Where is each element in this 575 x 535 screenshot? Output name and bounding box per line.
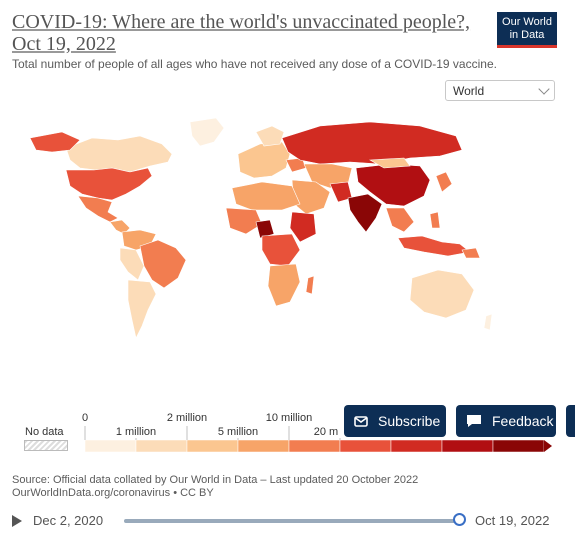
- region-madagascar[interactable]: [305, 275, 315, 295]
- chart-title[interactable]: COVID-19: Where are the world's unvaccin…: [12, 11, 471, 55]
- legend-tick-10m: 10 million: [265, 412, 313, 424]
- region-mexico[interactable]: [77, 195, 119, 223]
- region-scandinavia[interactable]: [255, 125, 285, 147]
- legend-bin-5[interactable]: [339, 439, 392, 453]
- timeline-handle[interactable]: [452, 513, 466, 526]
- region-russia[interactable]: [281, 121, 463, 165]
- legend-bin-3[interactable]: [237, 439, 290, 453]
- legend-tick-20m-upper: 20 m: [313, 426, 339, 438]
- no-data-swatch: [24, 440, 68, 451]
- source-note: Source: Official data collated by Our Wo…: [12, 474, 418, 500]
- region-central-america[interactable]: [109, 219, 131, 235]
- chart-subtitle: Total number of people of all ages who h…: [12, 57, 497, 71]
- source-line: Source: Official data collated by Our Wo…: [12, 474, 419, 486]
- subscribe-button[interactable]: Subscribe: [344, 405, 446, 437]
- legend-bin-6[interactable]: [390, 439, 443, 453]
- region-greenland[interactable]: [189, 117, 225, 147]
- entity-select-value: World: [453, 84, 485, 98]
- region-southern-africa[interactable]: [267, 263, 301, 307]
- legend-bins: [84, 426, 552, 453]
- owid-logo[interactable]: Our World in Data: [497, 12, 557, 48]
- envelope-icon: [354, 416, 368, 427]
- region-central-africa[interactable]: [261, 233, 301, 267]
- license-line[interactable]: OurWorldInData.org/coronavirus • CC BY: [12, 487, 214, 499]
- region-australia[interactable]: [409, 269, 475, 319]
- chevron-down-icon: [538, 83, 550, 95]
- region-japan-korea[interactable]: [435, 171, 453, 193]
- world-map[interactable]: [0, 110, 575, 360]
- region-brazil[interactable]: [139, 239, 187, 289]
- logo-accent-bar: [497, 45, 557, 48]
- timeline-start-date[interactable]: Dec 2, 2020: [33, 513, 104, 528]
- region-mongolia[interactable]: [368, 157, 411, 169]
- region-indonesia[interactable]: [397, 235, 471, 257]
- region-alaska[interactable]: [29, 131, 81, 153]
- legend-tick-0: 0: [81, 412, 89, 424]
- region-india[interactable]: [347, 193, 383, 233]
- legend-bin-1[interactable]: [135, 439, 188, 453]
- timeline-track[interactable]: [124, 519, 459, 523]
- no-data-label: No data: [25, 426, 64, 438]
- chat-bubble-icon: [467, 415, 481, 427]
- legend-overflow-arrow: [544, 440, 552, 452]
- legend-bin-0[interactable]: [84, 439, 137, 453]
- play-icon[interactable]: [12, 515, 22, 527]
- region-europe[interactable]: [237, 141, 291, 179]
- partially-visible-button[interactable]: [566, 405, 575, 437]
- color-legend: No data 0 2 million 10 million 20 m 1 mi…: [0, 400, 575, 460]
- legend-tick-1m: 1 million: [115, 426, 157, 438]
- legend-bin-4[interactable]: [288, 439, 341, 453]
- region-north-africa[interactable]: [231, 181, 301, 211]
- region-peru-bolivia[interactable]: [119, 247, 145, 281]
- feedback-label: Feedback: [492, 413, 554, 429]
- timeline-end-date[interactable]: Oct 19, 2022: [475, 513, 550, 528]
- legend-bin-2[interactable]: [186, 439, 239, 453]
- legend-tick-5m: 5 million: [217, 426, 259, 438]
- region-argentina-chile[interactable]: [127, 279, 157, 339]
- region-southeast-asia[interactable]: [385, 207, 415, 233]
- region-new-zealand[interactable]: [483, 313, 493, 331]
- logo-line-2: in Data: [509, 29, 545, 41]
- legend-bin-7[interactable]: [441, 439, 494, 453]
- region-west-africa[interactable]: [225, 207, 263, 235]
- region-papua-new-guinea[interactable]: [461, 247, 481, 259]
- subscribe-label: Subscribe: [378, 413, 441, 429]
- logo-line-1: Our World: [502, 16, 552, 28]
- region-philippines[interactable]: [429, 211, 441, 229]
- entity-select[interactable]: World: [445, 80, 555, 101]
- region-ethiopia-east-africa[interactable]: [289, 211, 317, 243]
- region-canada[interactable]: [65, 135, 173, 173]
- region-usa[interactable]: [65, 167, 153, 201]
- legend-bin-8[interactable]: [492, 439, 545, 453]
- region-nigeria[interactable]: [255, 219, 275, 239]
- legend-tick-2m: 2 million: [166, 412, 208, 424]
- feedback-button[interactable]: Feedback: [456, 405, 556, 437]
